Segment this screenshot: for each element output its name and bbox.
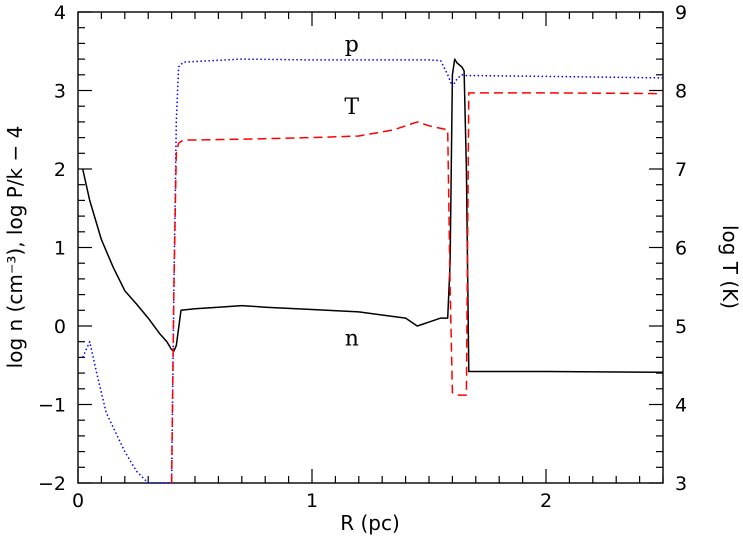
series-annotation-t: T (344, 95, 359, 120)
y-tick-label-right: 5 (675, 316, 687, 338)
x-tick-label: 1 (306, 490, 318, 512)
y-tick-label-right: 6 (675, 238, 687, 260)
y-tick-label-left: 3 (54, 81, 66, 103)
series-t-line (170, 92, 664, 484)
series-annotations: p Tn (344, 32, 359, 351)
y-axis-label-right: log T (K) (718, 225, 742, 309)
tick-labels: 0 1 2 −2 −1 0 1 2 3 4 3 4 5 6 7 8 9 (38, 2, 687, 512)
x-tick-label: 0 (72, 490, 84, 512)
y-tick-label-right: 7 (675, 159, 687, 181)
y-tick-label-right: 4 (675, 395, 687, 417)
y-tick-label-left: −2 (38, 473, 66, 495)
y-tick-label-left: −1 (38, 395, 66, 417)
y-tick-label-left: 2 (54, 159, 66, 181)
series-annotation-p: p (345, 32, 359, 57)
x-tick-label: 2 (540, 490, 552, 512)
y-tick-label-right: 9 (675, 2, 687, 24)
y-tick-label-left: 4 (54, 2, 66, 24)
y-tick-label-right: 8 (675, 81, 687, 103)
y-tick-label-left: 1 (54, 238, 66, 260)
x-axis-label: R (pc) (340, 511, 400, 535)
series-annotation-n: n (345, 327, 359, 352)
y-tick-label-left: 0 (54, 316, 66, 338)
y-tick-label-right: 3 (675, 473, 687, 495)
series-p-line (82, 58, 664, 484)
ticks (77, 11, 664, 484)
series (81, 58, 664, 484)
series-n-line (81, 58, 664, 374)
plot-frame (77, 11, 664, 484)
y-axis-label-left: log n (cm⁻³), log P/k − 4 (3, 126, 27, 369)
